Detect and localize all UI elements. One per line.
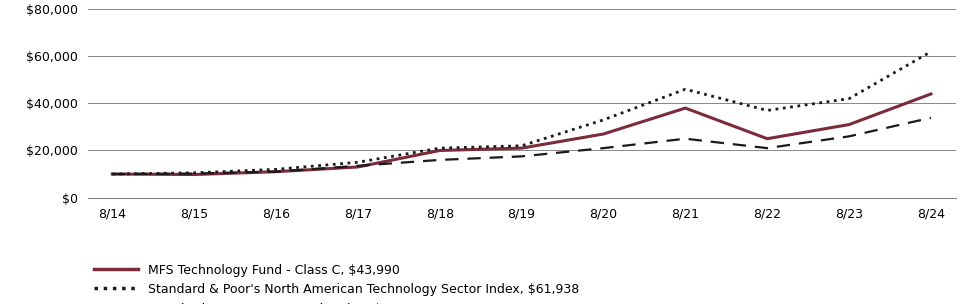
- Line: Standard & Poor's North American Technology Sector Index, $61,938: Standard & Poor's North American Technol…: [112, 52, 931, 174]
- Standard & Poor's 500 Stock Index, $33,882: [680, 137, 691, 140]
- MFS Technology Fund - Class C, $43,990: [270, 170, 282, 174]
- MFS Technology Fund - Class C, $43,990: [761, 137, 773, 140]
- Standard & Poor's 500 Stock Index, $33,882: [925, 116, 937, 119]
- Standard & Poor's 500 Stock Index, $33,882: [106, 172, 118, 176]
- Standard & Poor's North American Technology Sector Index, $61,938: [434, 146, 446, 150]
- MFS Technology Fund - Class C, $43,990: [106, 172, 118, 176]
- MFS Technology Fund - Class C, $43,990: [598, 132, 609, 136]
- Line: Standard & Poor's 500 Stock Index, $33,882: Standard & Poor's 500 Stock Index, $33,8…: [112, 118, 931, 174]
- Standard & Poor's North American Technology Sector Index, $61,938: [188, 171, 200, 175]
- Standard & Poor's 500 Stock Index, $33,882: [352, 164, 364, 168]
- Standard & Poor's 500 Stock Index, $33,882: [598, 146, 609, 150]
- Standard & Poor's 500 Stock Index, $33,882: [843, 134, 855, 138]
- Standard & Poor's North American Technology Sector Index, $61,938: [516, 144, 527, 148]
- MFS Technology Fund - Class C, $43,990: [843, 123, 855, 126]
- MFS Technology Fund - Class C, $43,990: [188, 173, 200, 176]
- MFS Technology Fund - Class C, $43,990: [516, 146, 527, 150]
- Line: MFS Technology Fund - Class C, $43,990: MFS Technology Fund - Class C, $43,990: [112, 94, 931, 174]
- Standard & Poor's 500 Stock Index, $33,882: [188, 172, 200, 175]
- Standard & Poor's North American Technology Sector Index, $61,938: [106, 172, 118, 176]
- MFS Technology Fund - Class C, $43,990: [434, 149, 446, 152]
- Standard & Poor's North American Technology Sector Index, $61,938: [843, 97, 855, 100]
- Legend: MFS Technology Fund - Class C, $43,990, Standard & Poor's North American Technol: MFS Technology Fund - Class C, $43,990, …: [94, 264, 579, 304]
- Standard & Poor's North American Technology Sector Index, $61,938: [598, 118, 609, 122]
- Standard & Poor's North American Technology Sector Index, $61,938: [270, 168, 282, 171]
- Standard & Poor's North American Technology Sector Index, $61,938: [352, 161, 364, 164]
- Standard & Poor's 500 Stock Index, $33,882: [516, 154, 527, 158]
- MFS Technology Fund - Class C, $43,990: [925, 92, 937, 96]
- Standard & Poor's North American Technology Sector Index, $61,938: [761, 109, 773, 112]
- Standard & Poor's 500 Stock Index, $33,882: [761, 146, 773, 150]
- Standard & Poor's North American Technology Sector Index, $61,938: [680, 88, 691, 91]
- Standard & Poor's North American Technology Sector Index, $61,938: [925, 50, 937, 54]
- Standard & Poor's 500 Stock Index, $33,882: [434, 158, 446, 162]
- MFS Technology Fund - Class C, $43,990: [352, 165, 364, 169]
- Standard & Poor's 500 Stock Index, $33,882: [270, 170, 282, 174]
- MFS Technology Fund - Class C, $43,990: [680, 106, 691, 110]
